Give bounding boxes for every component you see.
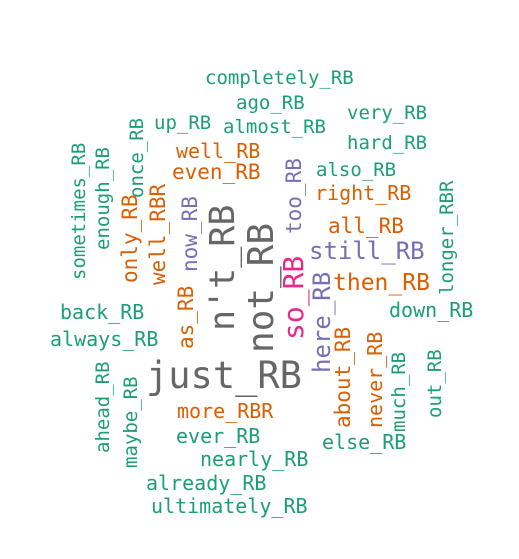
word-already: already_RB bbox=[146, 471, 267, 495]
word-else: else_RB bbox=[322, 430, 407, 454]
word-almost: almost_RB bbox=[223, 116, 326, 138]
word-nearly: nearly_RB bbox=[200, 447, 309, 471]
word-ultimately: ultimately_RB bbox=[151, 494, 308, 518]
word-ago: ago_RB bbox=[236, 92, 305, 114]
word-never: never_RB bbox=[363, 331, 387, 428]
word-about: about_RB bbox=[331, 326, 355, 428]
word-longer: longer_RBR bbox=[436, 180, 458, 295]
word-once: once_RB bbox=[126, 117, 148, 198]
word-as: as_RB bbox=[174, 285, 198, 349]
word-much: much_RB bbox=[388, 351, 410, 432]
word-ever: ever_RB bbox=[176, 424, 261, 448]
word-down: down_RB bbox=[389, 298, 474, 322]
word-also: also_RB bbox=[316, 159, 397, 181]
word-sometimes: sometimes_RB bbox=[68, 142, 90, 280]
word-too: too_RB bbox=[282, 158, 306, 234]
word-more: more_RBR bbox=[177, 399, 274, 423]
word-now: now_RB bbox=[178, 196, 202, 272]
word-only: only_RB bbox=[118, 194, 142, 283]
word-completely: completely_RB bbox=[205, 67, 354, 89]
word-well: well_RB bbox=[176, 139, 261, 163]
word-out: out_RB bbox=[424, 349, 446, 418]
word-nt: n't_RB bbox=[203, 204, 243, 331]
word-not: not_RB bbox=[241, 222, 282, 353]
word-all: all_RB bbox=[328, 214, 404, 238]
word-so: so_RB bbox=[277, 255, 310, 340]
word-well-rbr: well_RBR bbox=[146, 183, 170, 285]
word-then: then_RB bbox=[333, 270, 430, 296]
word-very: very_RB bbox=[347, 102, 428, 124]
word-enough: enough_RB bbox=[92, 147, 114, 250]
word-just: just_RB bbox=[146, 354, 302, 397]
word-back: back_RB bbox=[60, 300, 145, 324]
word-even: even_RB bbox=[172, 160, 261, 184]
word-ahead: ahead_RB bbox=[92, 361, 114, 453]
word-hard: hard_RB bbox=[347, 132, 428, 154]
word-always: always_RB bbox=[50, 327, 159, 351]
word-still: still_RB bbox=[309, 237, 425, 265]
word-right: right_RB bbox=[315, 181, 412, 205]
word-maybe: maybe_RB bbox=[120, 376, 142, 468]
word-up: up_RB bbox=[154, 112, 212, 134]
